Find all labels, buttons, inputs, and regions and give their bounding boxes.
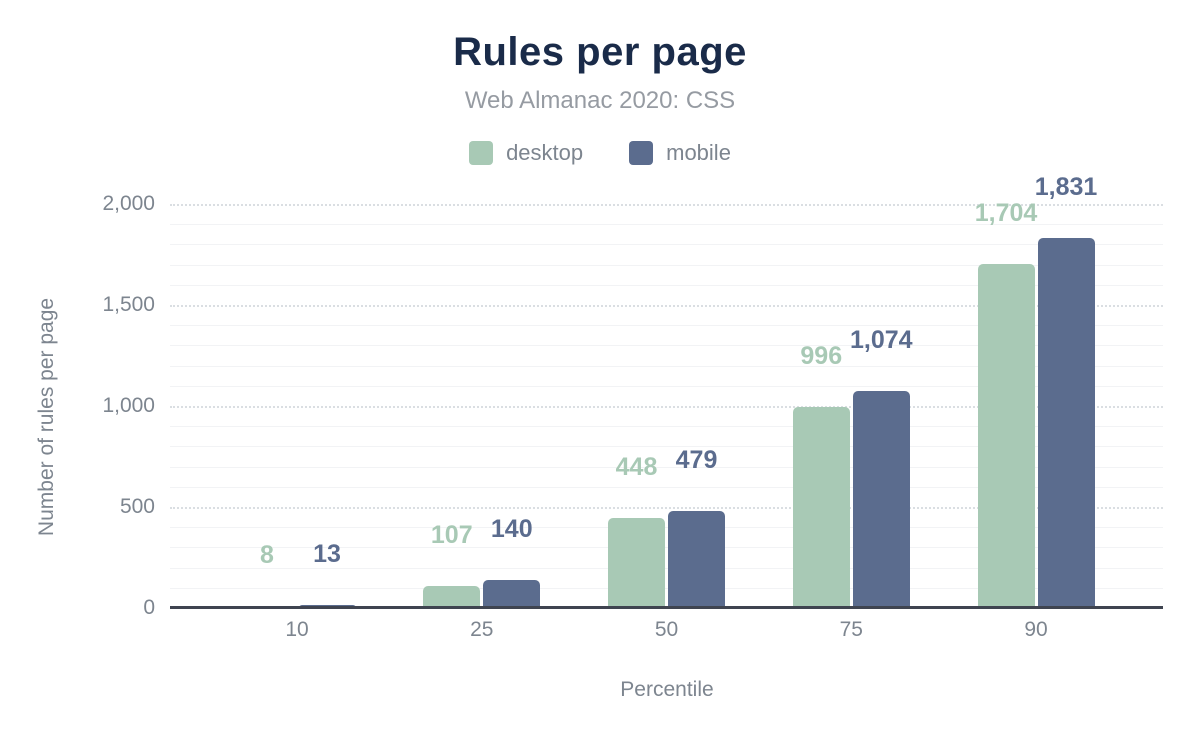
- value-label-mobile-p75: 1,074: [849, 326, 913, 355]
- minor-gridline: [170, 426, 1163, 428]
- x-tick-label: 75: [839, 618, 863, 641]
- minor-gridline: [170, 325, 1163, 327]
- legend-label-mobile: mobile: [666, 140, 731, 165]
- legend-item-desktop: desktop: [469, 140, 583, 166]
- y-tick-label: 500: [119, 495, 155, 518]
- x-axis-title: Percentile: [620, 678, 714, 701]
- bar-mobile-p75: [852, 391, 910, 608]
- legend: desktop mobile: [0, 140, 1200, 166]
- x-tick-label: 10: [285, 618, 309, 641]
- minor-gridline: [170, 365, 1163, 367]
- value-label-mobile-p25: 140: [490, 514, 533, 543]
- minor-gridline: [170, 224, 1163, 226]
- minor-gridline: [170, 527, 1163, 529]
- mobile-swatch-icon: [629, 141, 654, 165]
- minor-gridline: [170, 466, 1163, 468]
- x-tick-label: 50: [654, 618, 679, 641]
- value-label-desktop-p90: 1,704: [974, 198, 1038, 227]
- minor-gridline: [170, 345, 1163, 347]
- bar-mobile-p25: [483, 579, 541, 608]
- major-gridline: [170, 305, 1163, 307]
- value-label-mobile-p10: 13: [313, 540, 341, 569]
- desktop-swatch-icon: [469, 141, 494, 165]
- minor-gridline: [170, 244, 1163, 246]
- bar-desktop-p50: [608, 517, 665, 608]
- value-label-mobile-p50: 479: [675, 446, 718, 475]
- major-gridline: [170, 507, 1163, 509]
- minor-gridline: [170, 385, 1163, 387]
- minor-gridline: [170, 567, 1163, 569]
- major-gridline: [170, 406, 1163, 408]
- x-tick-label: 90: [1024, 618, 1048, 641]
- value-label-desktop-p50: 448: [615, 452, 658, 481]
- bar-desktop-p90: [977, 263, 1035, 608]
- y-tick-label: 2,000: [102, 192, 155, 215]
- chart-title: Rules per page: [453, 30, 747, 74]
- bar-desktop-p75: [792, 406, 850, 608]
- y-tick-label: 1,000: [102, 394, 155, 417]
- value-label-mobile-p90: 1,831: [1034, 173, 1098, 202]
- y-tick-label: 0: [143, 596, 155, 619]
- value-label-desktop-p75: 996: [800, 341, 843, 370]
- legend-label-desktop: desktop: [506, 140, 584, 165]
- bar-mobile-p90: [1037, 238, 1095, 608]
- value-label-desktop-p10: 8: [260, 541, 274, 570]
- value-label-desktop-p25: 107: [430, 521, 473, 550]
- minor-gridline: [170, 587, 1163, 589]
- legend-item-mobile: mobile: [629, 140, 731, 166]
- chart-subtitle: Web Almanac 2020: CSS: [464, 87, 736, 114]
- minor-gridline: [170, 284, 1163, 286]
- minor-gridline: [170, 486, 1163, 488]
- major-gridline: [170, 204, 1163, 206]
- bar-mobile-p50: [668, 511, 725, 608]
- x-axis-line: [170, 606, 1163, 609]
- minor-gridline: [170, 446, 1163, 448]
- y-tick-label: 1,500: [102, 293, 155, 316]
- x-tick-label: 25: [470, 618, 494, 641]
- minor-gridline: [170, 264, 1163, 266]
- bar-desktop-p25: [423, 586, 481, 608]
- minor-gridline: [170, 547, 1163, 549]
